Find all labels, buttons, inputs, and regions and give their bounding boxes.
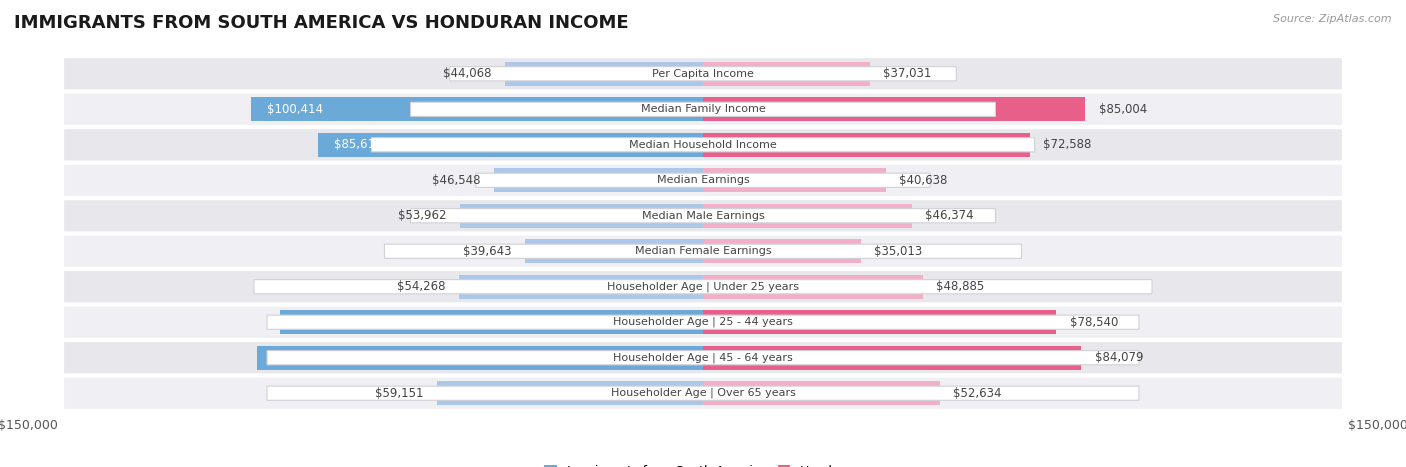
FancyBboxPatch shape <box>65 200 1341 231</box>
Bar <box>703 97 1085 121</box>
FancyBboxPatch shape <box>450 67 956 81</box>
Text: Per Capita Income: Per Capita Income <box>652 69 754 79</box>
FancyBboxPatch shape <box>254 280 1152 294</box>
Bar <box>460 204 703 228</box>
Text: Median Male Earnings: Median Male Earnings <box>641 211 765 221</box>
Text: $40,638: $40,638 <box>900 174 948 187</box>
Text: Householder Age | Under 25 years: Householder Age | Under 25 years <box>607 282 799 292</box>
Text: Householder Age | 25 - 44 years: Householder Age | 25 - 44 years <box>613 317 793 327</box>
Text: $53,962: $53,962 <box>398 209 447 222</box>
Text: $94,042: $94,042 <box>295 316 344 329</box>
FancyBboxPatch shape <box>65 165 1341 196</box>
Text: $99,126: $99,126 <box>273 351 322 364</box>
Text: $44,068: $44,068 <box>443 67 491 80</box>
Text: Householder Age | Over 65 years: Householder Age | Over 65 years <box>610 388 796 398</box>
Bar <box>703 275 922 299</box>
Bar <box>703 239 860 263</box>
FancyBboxPatch shape <box>411 209 995 223</box>
Text: $37,031: $37,031 <box>883 67 932 80</box>
Bar <box>437 381 703 405</box>
Bar <box>703 346 1081 370</box>
Text: $35,013: $35,013 <box>875 245 922 258</box>
Text: $100,414: $100,414 <box>267 103 323 116</box>
FancyBboxPatch shape <box>475 173 931 187</box>
Text: IMMIGRANTS FROM SOUTH AMERICA VS HONDURAN INCOME: IMMIGRANTS FROM SOUTH AMERICA VS HONDURA… <box>14 14 628 32</box>
Text: $78,540: $78,540 <box>1070 316 1118 329</box>
FancyBboxPatch shape <box>65 58 1341 89</box>
Bar <box>257 346 703 370</box>
Text: Source: ZipAtlas.com: Source: ZipAtlas.com <box>1274 14 1392 24</box>
Text: Householder Age | 45 - 64 years: Householder Age | 45 - 64 years <box>613 353 793 363</box>
Text: $85,611: $85,611 <box>333 138 382 151</box>
FancyBboxPatch shape <box>267 351 1139 365</box>
FancyBboxPatch shape <box>267 315 1139 329</box>
Bar <box>280 310 703 334</box>
Bar <box>703 204 911 228</box>
Text: $54,268: $54,268 <box>396 280 446 293</box>
Text: Median Earnings: Median Earnings <box>657 175 749 185</box>
FancyBboxPatch shape <box>371 138 1035 152</box>
FancyBboxPatch shape <box>65 271 1341 302</box>
Bar <box>703 310 1056 334</box>
Text: $52,634: $52,634 <box>953 387 1002 400</box>
Text: $85,004: $85,004 <box>1099 103 1147 116</box>
Bar <box>505 62 703 86</box>
Text: $46,548: $46,548 <box>432 174 479 187</box>
FancyBboxPatch shape <box>65 236 1341 267</box>
Text: Median Family Income: Median Family Income <box>641 104 765 114</box>
Text: $72,588: $72,588 <box>1043 138 1091 151</box>
Bar <box>703 62 869 86</box>
Bar <box>703 168 886 192</box>
FancyBboxPatch shape <box>411 102 995 116</box>
FancyBboxPatch shape <box>65 342 1341 373</box>
Text: $46,374: $46,374 <box>925 209 974 222</box>
Text: Median Household Income: Median Household Income <box>628 140 778 150</box>
Legend: Immigrants from South America, Honduran: Immigrants from South America, Honduran <box>540 460 866 467</box>
Bar <box>524 239 703 263</box>
FancyBboxPatch shape <box>65 129 1341 160</box>
Text: $48,885: $48,885 <box>936 280 984 293</box>
Bar <box>703 133 1029 157</box>
Bar <box>494 168 703 192</box>
FancyBboxPatch shape <box>65 307 1341 338</box>
Bar <box>458 275 703 299</box>
Text: $59,151: $59,151 <box>375 387 423 400</box>
FancyBboxPatch shape <box>65 378 1341 409</box>
Text: $39,643: $39,643 <box>463 245 512 258</box>
Text: Median Female Earnings: Median Female Earnings <box>634 246 772 256</box>
FancyBboxPatch shape <box>65 94 1341 125</box>
FancyBboxPatch shape <box>384 244 1022 258</box>
Text: $84,079: $84,079 <box>1095 351 1143 364</box>
Bar <box>252 97 703 121</box>
Bar <box>703 381 939 405</box>
FancyBboxPatch shape <box>267 386 1139 400</box>
Bar <box>318 133 703 157</box>
